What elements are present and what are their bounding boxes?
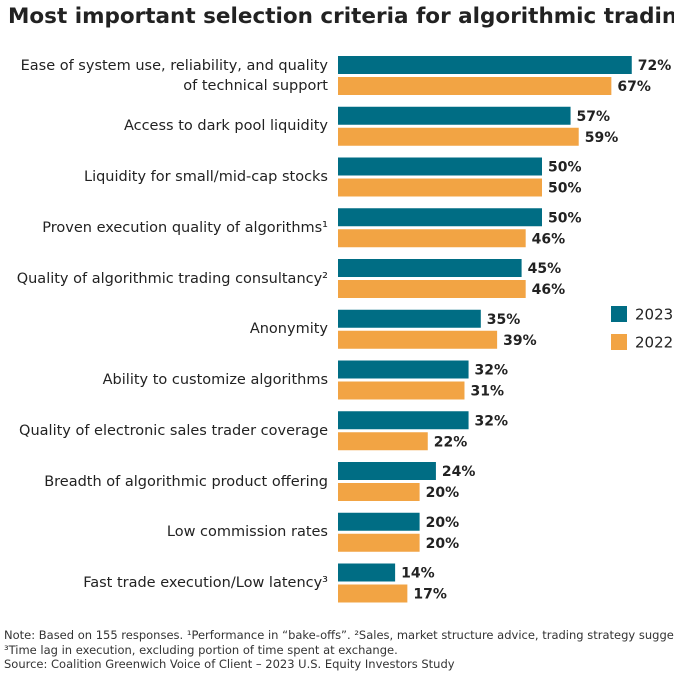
- value-label: 57%: [577, 109, 611, 125]
- chart: 72%67%57%59%50%50%50%46%45%46%35%39%32%3…: [338, 56, 673, 603]
- bar: [338, 432, 428, 451]
- bar: [338, 259, 522, 277]
- bar: [338, 77, 612, 95]
- bar: [338, 208, 542, 227]
- value-label: 67%: [617, 79, 651, 95]
- legend-label: 2022: [635, 334, 673, 352]
- bar: [338, 56, 632, 74]
- value-label: 45%: [528, 261, 562, 277]
- value-label: 50%: [548, 210, 582, 226]
- legend-swatch: [611, 306, 627, 322]
- category-label: Proven execution quality of algorithms¹: [42, 219, 328, 236]
- value-label: 32%: [475, 363, 509, 379]
- value-label: 22%: [434, 434, 468, 450]
- category-label: Access to dark pool liquidity: [123, 118, 328, 135]
- note-line: Source: Coalition Greenwich Voice of Cli…: [4, 657, 455, 671]
- bar: [338, 178, 542, 197]
- bar: [338, 512, 420, 531]
- bar: [338, 106, 571, 125]
- value-label: 20%: [426, 515, 460, 531]
- bar: [338, 309, 481, 328]
- category-label: Ability to customize algorithms: [102, 372, 328, 388]
- value-label: 46%: [532, 282, 566, 298]
- bar: [338, 157, 542, 176]
- category-label: Ease of system use, reliability, and qua…: [20, 57, 328, 94]
- value-label: 59%: [585, 130, 619, 146]
- category-label: Quality of algorithmic trading consultan…: [16, 270, 328, 287]
- value-label: 39%: [503, 333, 537, 349]
- value-label: 50%: [548, 160, 582, 176]
- value-label: 35%: [487, 312, 521, 328]
- bar: [338, 483, 420, 501]
- value-label: 32%: [475, 413, 509, 429]
- value-label: 50%: [548, 181, 582, 197]
- bar: [338, 533, 420, 552]
- notes: Note: Based on 155 responses. ¹Performan…: [4, 628, 674, 672]
- value-label: 31%: [470, 384, 504, 400]
- category-label: Quality of electronic sales trader cover…: [19, 422, 328, 439]
- value-label: 46%: [532, 231, 566, 247]
- note-line: ³Time lag in execution, excluding portio…: [4, 642, 398, 657]
- category-label: Anonymity: [249, 321, 328, 338]
- category-label: Low commission rates: [166, 524, 328, 541]
- bar: [338, 360, 469, 379]
- bar: [338, 127, 579, 146]
- category-label: Breadth of algorithmic product offering: [44, 473, 328, 490]
- bar: [338, 330, 498, 349]
- bar: [338, 411, 469, 430]
- bar: [338, 563, 396, 582]
- bar: [338, 280, 526, 298]
- note-line: Note: Based on 155 responses. ¹Performan…: [4, 628, 674, 642]
- category-label: Liquidity for small/mid-cap stocks: [84, 169, 328, 185]
- bar: [338, 462, 436, 480]
- category-label: Fast trade execution/Low latency³: [83, 575, 328, 591]
- bar: [338, 381, 465, 400]
- chart-title: Most important selection criteria for al…: [8, 4, 674, 29]
- value-label: 17%: [413, 587, 447, 603]
- legend-swatch: [611, 334, 627, 350]
- value-label: 20%: [426, 536, 460, 552]
- bar: [338, 584, 408, 603]
- legend-label: 2023: [635, 306, 673, 324]
- value-label: 24%: [442, 464, 476, 480]
- value-label: 72%: [638, 58, 672, 74]
- value-label: 14%: [401, 566, 435, 582]
- value-label: 20%: [426, 485, 460, 501]
- bar: [338, 229, 526, 248]
